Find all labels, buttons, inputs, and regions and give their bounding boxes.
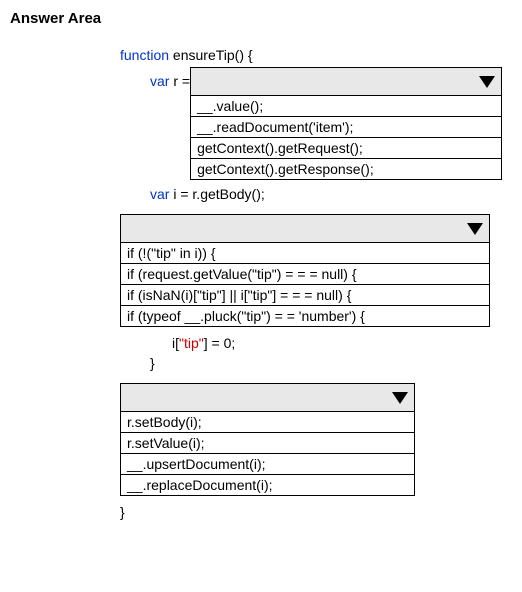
dropdown-2-option[interactable]: if (isNaN(i)["tip"] || i["tip"] = = = nu… [121,285,489,306]
keyword-var: var [150,73,169,89]
dropdown-2[interactable]: if (!("tip" in i)) { if (request.getValu… [120,214,490,327]
var-r-text: r = [169,73,190,89]
dropdown-1-option[interactable]: getContext().getResponse(); [191,159,501,179]
function-name: ensureTip() { [169,47,253,63]
dropdown-1[interactable]: __.value(); __.readDocument('item'); get… [190,67,502,180]
keyword-var: var [150,186,169,202]
dropdown-3-options: r.setBody(i); r.setValue(i); __.upsertDo… [121,412,414,495]
dropdown-1-options: __.value(); __.readDocument('item'); get… [191,96,501,179]
dropdown-2-option[interactable]: if (request.getValue("tip") = = = null) … [121,264,489,285]
var-r-line: var r = __.value(); __.readDocument('ite… [120,67,512,180]
dropdown-1-header[interactable] [191,68,501,96]
chevron-down-icon [465,219,485,239]
dropdown-2-header[interactable] [121,215,489,243]
dropdown-3-header[interactable] [121,384,414,412]
dropdown-3-option[interactable]: __.upsertDocument(i); [121,454,414,475]
code-area: function ensureTip() { var r = __.value(… [10,47,512,520]
var-i-line: var i = r.getBody(); [120,186,512,202]
brace-text: } [150,355,155,371]
close-brace-inner: } [120,355,512,371]
tip-pre: i[ [172,335,179,351]
tip-post: ] = 0; [204,335,236,351]
close-brace-outer: } [120,504,512,520]
dropdown-2-option[interactable]: if (!("tip" in i)) { [121,243,489,264]
dropdown-2-options: if (!("tip" in i)) { if (request.getValu… [121,243,489,326]
dropdown-3-option[interactable]: r.setBody(i); [121,412,414,433]
keyword-function: function [120,47,169,63]
tip-assignment-line: i["tip"] = 0; [120,335,512,351]
code-line-function: function ensureTip() { [120,47,512,63]
dropdown-3[interactable]: r.setBody(i); r.setValue(i); __.upsertDo… [120,383,415,496]
answer-area-title: Answer Area [10,10,512,27]
dropdown-3-option[interactable]: __.replaceDocument(i); [121,475,414,495]
dropdown-3-option[interactable]: r.setValue(i); [121,433,414,454]
dropdown-1-option[interactable]: getContext().getRequest(); [191,138,501,159]
dropdown-1-option[interactable]: __.readDocument('item'); [191,117,501,138]
chevron-down-icon [390,388,410,408]
chevron-down-icon [477,72,497,92]
dropdown-1-option[interactable]: __.value(); [191,96,501,117]
tip-string: "tip" [179,335,204,351]
brace-text: } [120,504,125,520]
dropdown-2-option[interactable]: if (typeof __.pluck("tip") = = 'number')… [121,306,489,326]
var-i-text: i = r.getBody(); [169,186,264,202]
